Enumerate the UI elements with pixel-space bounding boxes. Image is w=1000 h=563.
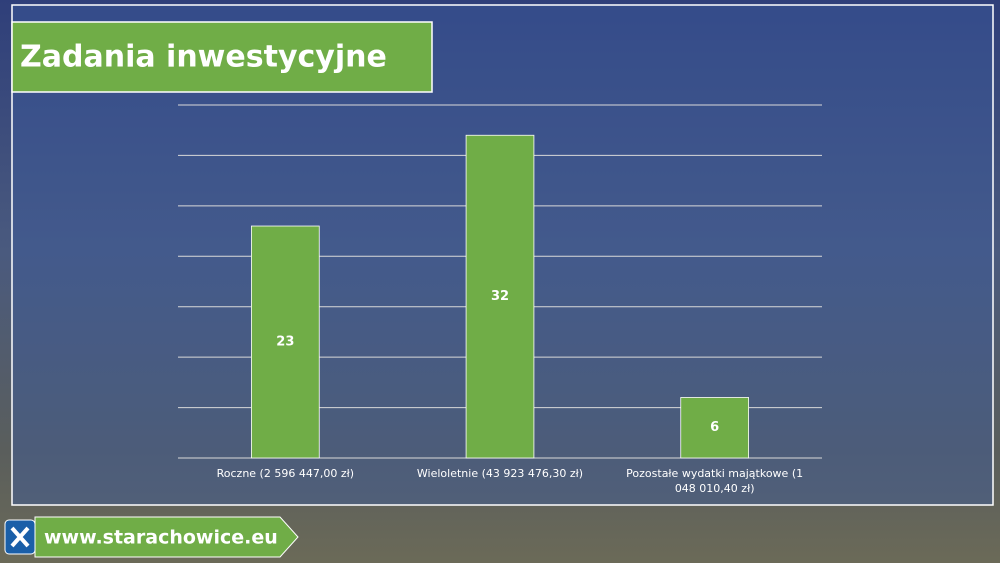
data-label: 23 [276,335,294,350]
x-tick-label: Wieloletnie (43 923 476,30 zł) [416,467,584,480]
data-label: 6 [710,420,719,435]
x-tick-label: Roczne (2 596 447,00 zł) [216,467,355,480]
footer-url[interactable]: www.starachowice.eu [44,527,278,549]
bar [465,134,535,459]
title-box [11,21,433,93]
bar [251,225,320,459]
data-label: 32 [491,289,509,304]
bar [680,397,749,459]
logo-mark [10,526,30,548]
chart-title: Zadania inwestycyjne [20,40,387,75]
x-tick-label: Pozostałe wydatki majątkowe (1 048 010,4… [626,467,804,495]
